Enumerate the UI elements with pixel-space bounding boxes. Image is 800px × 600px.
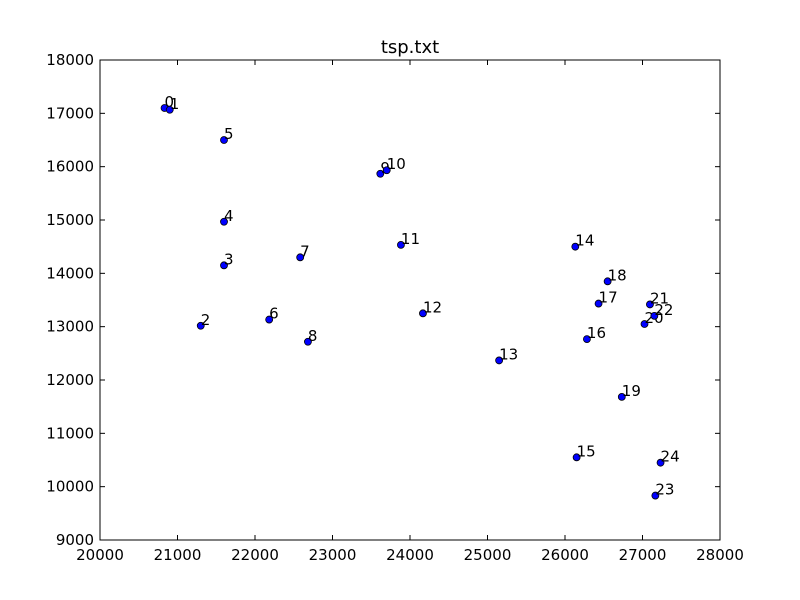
y-tick-label: 14000 xyxy=(46,264,94,282)
point-label-12: 12 xyxy=(423,298,442,316)
point-label-10: 10 xyxy=(387,155,406,173)
scatter-point-13 xyxy=(495,356,504,365)
point-label-18: 18 xyxy=(608,266,627,284)
point-label-3: 3 xyxy=(224,250,234,268)
x-tick-label: 27000 xyxy=(619,546,667,564)
scatter-point-4 xyxy=(220,217,228,226)
point-label-4: 4 xyxy=(224,207,234,225)
x-tick-label: 25000 xyxy=(464,546,512,564)
scatter-point-3 xyxy=(220,261,228,270)
scatter-point-17 xyxy=(594,299,603,308)
y-tick-label: 16000 xyxy=(46,158,94,176)
point-label-17: 17 xyxy=(599,289,618,307)
scatter-point-2 xyxy=(196,321,205,330)
point-label-5: 5 xyxy=(224,125,234,143)
point-label-22: 22 xyxy=(654,301,673,319)
x-tick-label: 23000 xyxy=(309,546,357,564)
x-tick-label: 28000 xyxy=(696,546,744,564)
y-tick-label: 13000 xyxy=(46,318,94,336)
point-label-16: 16 xyxy=(587,324,606,342)
point-label-14: 14 xyxy=(575,232,594,250)
point-label-0: 0 xyxy=(165,93,175,111)
y-tick-label: 12000 xyxy=(46,371,94,389)
scatter-point-15 xyxy=(572,453,581,462)
y-tick-label: 17000 xyxy=(46,104,94,122)
point-label-7: 7 xyxy=(300,242,310,260)
point-label-8: 8 xyxy=(308,327,318,345)
scatter-point-9 xyxy=(376,169,385,178)
scatter-point-19 xyxy=(617,393,626,401)
marks-layer: 0123456789101112131415161718192021222324 xyxy=(160,93,680,500)
point-label-19: 19 xyxy=(622,382,641,400)
scatter-point-1 xyxy=(165,105,174,114)
point-label-21: 21 xyxy=(650,289,669,307)
point-label-11: 11 xyxy=(401,230,420,248)
x-tick-label: 24000 xyxy=(386,546,434,564)
scatter-point-7 xyxy=(296,253,305,262)
x-tick-label: 22000 xyxy=(231,546,279,564)
point-label-23: 23 xyxy=(655,481,674,499)
point-label-2: 2 xyxy=(201,311,211,329)
y-tick-label: 10000 xyxy=(46,478,94,496)
scatter-point-20 xyxy=(640,320,649,328)
scatter-point-5 xyxy=(220,136,228,144)
scatter-point-21 xyxy=(646,300,654,309)
scatter-point-6 xyxy=(265,315,274,324)
x-tick-label: 21000 xyxy=(154,546,202,564)
point-label-13: 13 xyxy=(499,345,518,363)
y-tick-label: 11000 xyxy=(46,424,94,442)
y-tick-label: 18000 xyxy=(46,51,94,69)
scatter-point-24 xyxy=(656,458,665,467)
y-tick-label: 15000 xyxy=(46,211,94,229)
x-tick-label: 20000 xyxy=(76,546,124,564)
point-label-15: 15 xyxy=(577,442,596,460)
scatter-point-11 xyxy=(397,241,405,249)
scatter-point-10 xyxy=(382,166,391,175)
y-tick-label: 9000 xyxy=(56,531,94,549)
point-label-1: 1 xyxy=(170,95,180,113)
scatter-point-22 xyxy=(650,311,659,320)
scatter-point-23 xyxy=(651,491,660,500)
point-label-24: 24 xyxy=(661,448,680,466)
plot-frame xyxy=(99,59,721,541)
point-label-6: 6 xyxy=(269,305,279,323)
chart-title: tsp.txt xyxy=(381,37,439,58)
x-tick-label: 26000 xyxy=(541,546,589,564)
scatter-point-14 xyxy=(571,242,580,251)
scatter-point-18 xyxy=(603,277,612,286)
scatter-point-16 xyxy=(583,335,591,343)
axes: 20000 21000 22000 23000 24000 25000 26000 27000… xyxy=(46,51,744,564)
scatter-point-12 xyxy=(419,309,427,318)
scatter-point-8 xyxy=(304,337,312,346)
